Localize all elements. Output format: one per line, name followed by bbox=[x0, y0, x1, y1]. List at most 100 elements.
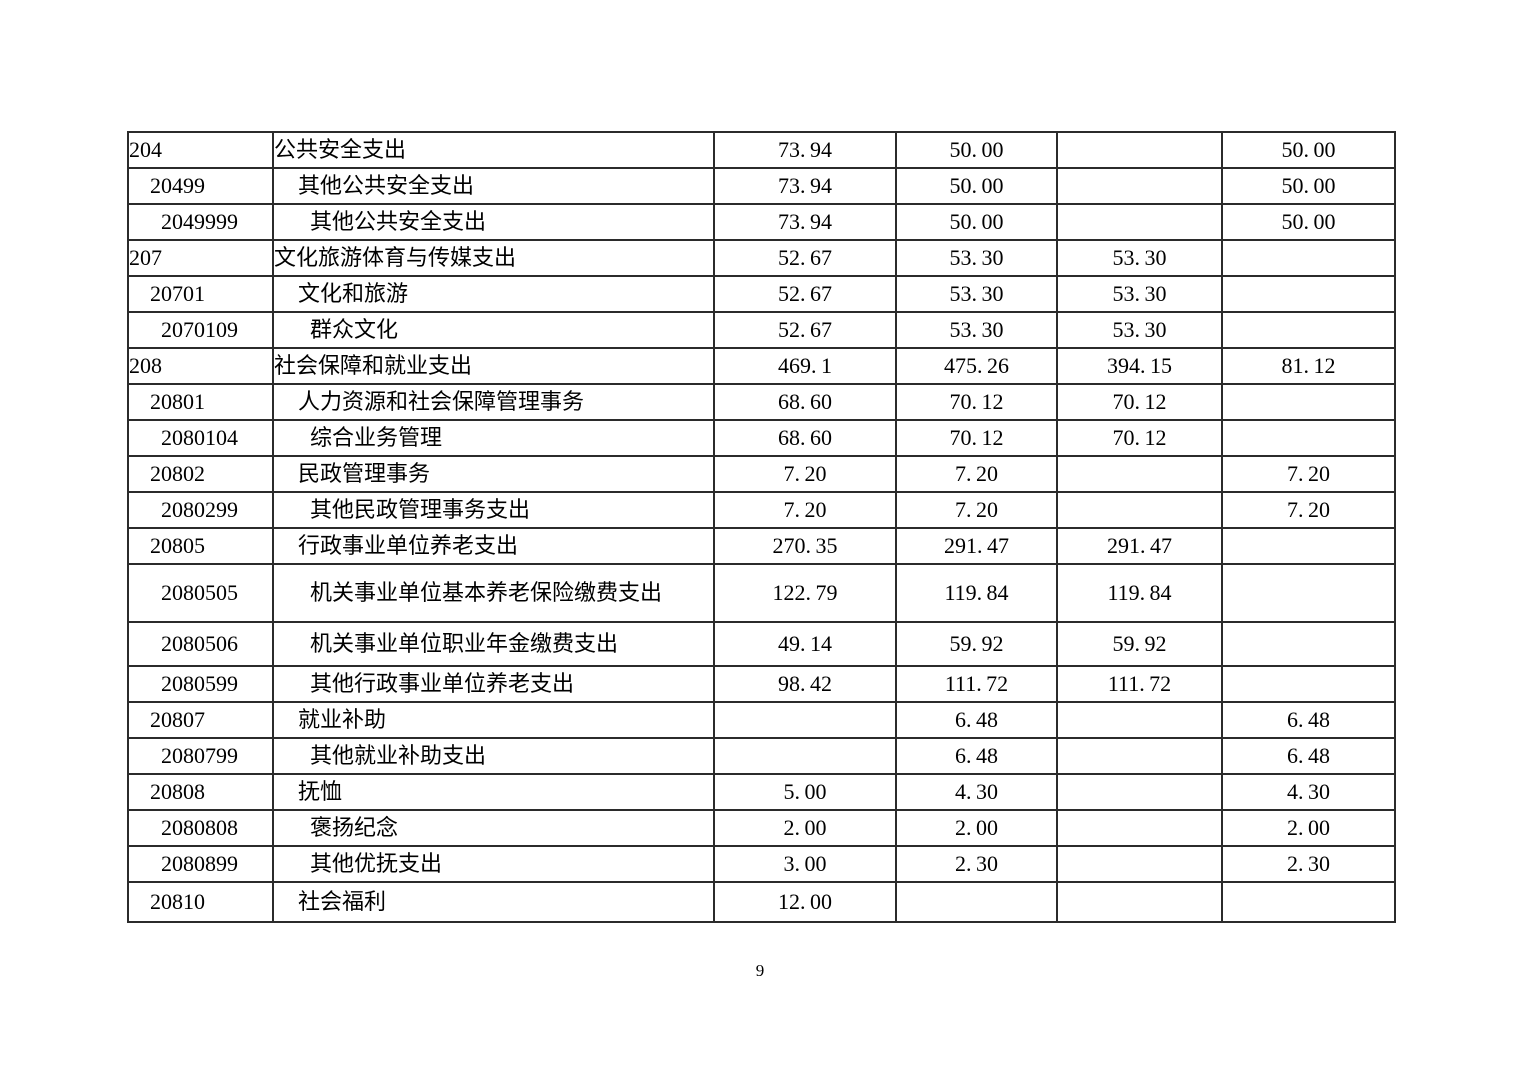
name-cell: 其他公共安全支出 bbox=[272, 203, 715, 241]
value-cell: 50. 00 bbox=[895, 167, 1058, 205]
name-cell: 其他公共安全支出 bbox=[272, 167, 715, 205]
value-cell: 119. 84 bbox=[1056, 563, 1223, 623]
value-cell: 50. 00 bbox=[1221, 131, 1396, 169]
code-cell: 20801 bbox=[127, 383, 274, 421]
value-cell: 50. 00 bbox=[895, 203, 1058, 241]
budget-table-body: 204 公共安全支出 73. 94 50. 00 50. 00 20499 其他公共安全支出… bbox=[127, 131, 1396, 923]
value-cell: 3. 00 bbox=[713, 845, 897, 883]
table-row: 2080599 其他行政事业单位养老支出 98. 42 111. 72 111. 72 bbox=[127, 665, 1396, 703]
value-cell: 394. 15 bbox=[1056, 347, 1223, 385]
value-cell bbox=[713, 701, 897, 739]
name-cell: 行政事业单位养老支出 bbox=[272, 527, 715, 565]
value-cell: 111. 72 bbox=[895, 665, 1058, 703]
code-cell: 208 bbox=[127, 347, 274, 385]
value-cell: 73. 94 bbox=[713, 131, 897, 169]
code-cell: 2080299 bbox=[127, 491, 274, 529]
code-cell: 20499 bbox=[127, 167, 274, 205]
table-row: 2070109 群众文化 52. 67 53. 30 53. 30 bbox=[127, 311, 1396, 349]
value-cell: 70. 12 bbox=[1056, 419, 1223, 457]
value-cell: 70. 12 bbox=[895, 383, 1058, 421]
value-cell bbox=[1221, 665, 1396, 703]
value-cell bbox=[1056, 881, 1223, 923]
value-cell: 6. 48 bbox=[1221, 701, 1396, 739]
value-cell: 53. 30 bbox=[1056, 239, 1223, 277]
code-cell: 20802 bbox=[127, 455, 274, 493]
name-cell: 公共安全支出 bbox=[272, 131, 715, 169]
value-cell: 68. 60 bbox=[713, 383, 897, 421]
value-cell: 7. 20 bbox=[713, 491, 897, 529]
value-cell: 2. 30 bbox=[1221, 845, 1396, 883]
value-cell: 7. 20 bbox=[895, 455, 1058, 493]
value-cell bbox=[1221, 311, 1396, 349]
value-cell: 50. 00 bbox=[895, 131, 1058, 169]
value-cell bbox=[1221, 239, 1396, 277]
table-row: 20810 社会福利 12. 00 bbox=[127, 881, 1396, 923]
value-cell: 81. 12 bbox=[1221, 347, 1396, 385]
value-cell: 59. 92 bbox=[1056, 621, 1223, 667]
value-cell bbox=[1056, 737, 1223, 775]
value-cell: 98. 42 bbox=[713, 665, 897, 703]
table-row: 2080506 机关事业单位职业年金缴费支出 49. 14 59. 92 59. 92 bbox=[127, 621, 1396, 667]
table-row: 2080808 褒扬纪念 2. 00 2. 00 2. 00 bbox=[127, 809, 1396, 847]
code-cell: 2080599 bbox=[127, 665, 274, 703]
value-cell: 6. 48 bbox=[895, 701, 1058, 739]
value-cell: 70. 12 bbox=[895, 419, 1058, 457]
code-cell: 20808 bbox=[127, 773, 274, 811]
name-cell: 民政管理事务 bbox=[272, 455, 715, 493]
code-cell: 20810 bbox=[127, 881, 274, 923]
value-cell bbox=[1056, 455, 1223, 493]
value-cell bbox=[1221, 275, 1396, 313]
table-row: 20807 就业补助 6. 48 6. 48 bbox=[127, 701, 1396, 739]
code-cell: 2080505 bbox=[127, 563, 274, 623]
value-cell bbox=[895, 881, 1058, 923]
table-row: 20701 文化和旅游 52. 67 53. 30 53. 30 bbox=[127, 275, 1396, 313]
name-cell: 人力资源和社会保障管理事务 bbox=[272, 383, 715, 421]
value-cell: 68. 60 bbox=[713, 419, 897, 457]
value-cell: 469. 1 bbox=[713, 347, 897, 385]
value-cell: 50. 00 bbox=[1221, 203, 1396, 241]
value-cell: 12. 00 bbox=[713, 881, 897, 923]
value-cell: 2. 00 bbox=[713, 809, 897, 847]
name-cell: 褒扬纪念 bbox=[272, 809, 715, 847]
name-cell: 文化旅游体育与传媒支出 bbox=[272, 239, 715, 277]
value-cell: 7. 20 bbox=[713, 455, 897, 493]
value-cell: 52. 67 bbox=[713, 275, 897, 313]
table-row: 208 社会保障和就业支出 469. 1 475. 26 394. 15 81. 12 bbox=[127, 347, 1396, 385]
name-cell: 抚恤 bbox=[272, 773, 715, 811]
page-number: 9 bbox=[755, 961, 765, 980]
value-cell: 119. 84 bbox=[895, 563, 1058, 623]
value-cell: 73. 94 bbox=[713, 203, 897, 241]
value-cell bbox=[713, 737, 897, 775]
value-cell: 270. 35 bbox=[713, 527, 897, 565]
value-cell: 59. 92 bbox=[895, 621, 1058, 667]
table-row: 204 公共安全支出 73. 94 50. 00 50. 00 bbox=[127, 131, 1396, 169]
name-cell: 社会保障和就业支出 bbox=[272, 347, 715, 385]
value-cell: 50. 00 bbox=[1221, 167, 1396, 205]
code-cell: 207 bbox=[127, 239, 274, 277]
code-cell: 2080104 bbox=[127, 419, 274, 457]
name-cell: 就业补助 bbox=[272, 701, 715, 739]
name-cell: 综合业务管理 bbox=[272, 419, 715, 457]
table-row: 2080899 其他优抚支出 3. 00 2. 30 2. 30 bbox=[127, 845, 1396, 883]
value-cell bbox=[1056, 491, 1223, 529]
value-cell bbox=[1221, 881, 1396, 923]
value-cell: 7. 20 bbox=[1221, 491, 1396, 529]
name-cell: 机关事业单位基本养老保险缴费支出 bbox=[272, 563, 715, 623]
table-row: 2080299 其他民政管理事务支出 7. 20 7. 20 7. 20 bbox=[127, 491, 1396, 529]
value-cell: 6. 48 bbox=[1221, 737, 1396, 775]
table-row: 2080505 机关事业单位基本养老保险缴费支出 122. 79 119. 84 119… bbox=[127, 563, 1396, 623]
value-cell bbox=[1056, 131, 1223, 169]
code-cell: 2080899 bbox=[127, 845, 274, 883]
value-cell: 53. 30 bbox=[895, 311, 1058, 349]
name-cell: 群众文化 bbox=[272, 311, 715, 349]
value-cell bbox=[1056, 203, 1223, 241]
table-row: 207 文化旅游体育与传媒支出 52. 67 53. 30 53. 30 bbox=[127, 239, 1396, 277]
name-cell: 其他民政管理事务支出 bbox=[272, 491, 715, 529]
value-cell bbox=[1221, 621, 1396, 667]
value-cell: 2. 00 bbox=[1221, 809, 1396, 847]
table-row: 20801 人力资源和社会保障管理事务 68. 60 70. 12 70. 12 bbox=[127, 383, 1396, 421]
value-cell: 6. 48 bbox=[895, 737, 1058, 775]
code-cell: 204 bbox=[127, 131, 274, 169]
name-cell: 其他就业补助支出 bbox=[272, 737, 715, 775]
